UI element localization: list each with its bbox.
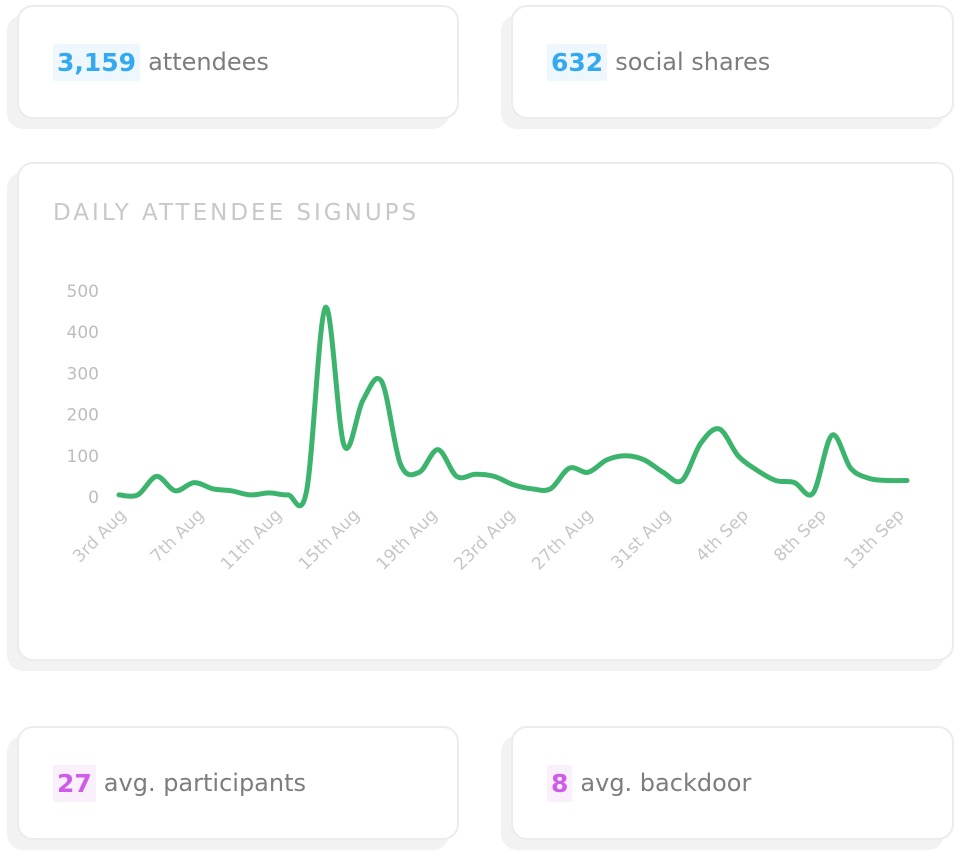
avg-participants-count: 27 [53, 764, 96, 802]
x-tick-label: 27th Aug [528, 505, 597, 574]
attendees-count: 3,159 [53, 43, 141, 81]
y-tick-label: 400 [67, 323, 99, 343]
x-tick-label: 13th Sep [840, 505, 908, 573]
x-tick-label: 3rd Aug [69, 505, 130, 566]
signups-chart-card: DAILY ATTENDEE SIGNUPS 0 100 200 300 400 500 3… [17, 162, 954, 661]
signups-line-chart: 0 100 200 300 400 500 3rd Aug 7th Aug 11th Aug 15… [67, 282, 910, 574]
avg-participants-label: avg. participants [103, 769, 307, 797]
chart-title: DAILY ATTENDEE SIGNUPS [53, 200, 420, 226]
signups-series-line [116, 304, 910, 509]
x-tick-label: 15th Aug [295, 505, 364, 574]
y-tick-label: 0 [88, 488, 99, 508]
x-tick-label: 11th Aug [217, 505, 286, 574]
x-tick-label: 7th Aug [147, 505, 208, 566]
y-tick-label: 200 [67, 406, 99, 426]
x-tick-label: 19th Aug [373, 505, 442, 574]
x-tick-label: 31st Aug [607, 505, 675, 573]
social-shares-count: 632 [547, 43, 608, 81]
avg-backdoor-count: 8 [547, 764, 573, 802]
attendees-stat-card: 3,159 attendees [17, 5, 459, 119]
attendees-label: attendees [148, 48, 269, 76]
avg-participants-stat-card: 27 avg. participants [17, 726, 459, 840]
avg-backdoor-label: avg. backdoor [580, 769, 752, 797]
x-tick-label: 8th Sep [770, 505, 831, 566]
y-tick-label: 100 [67, 447, 99, 467]
x-tick-label: 4th Sep [692, 505, 753, 566]
social-shares-stat-card: 632 social shares [511, 5, 954, 119]
y-tick-label: 500 [67, 282, 99, 302]
social-shares-label: social shares [615, 48, 771, 76]
avg-backdoor-stat-card: 8 avg. backdoor [511, 726, 954, 840]
x-tick-label: 23rd Aug [450, 505, 519, 574]
y-tick-label: 300 [67, 364, 99, 384]
